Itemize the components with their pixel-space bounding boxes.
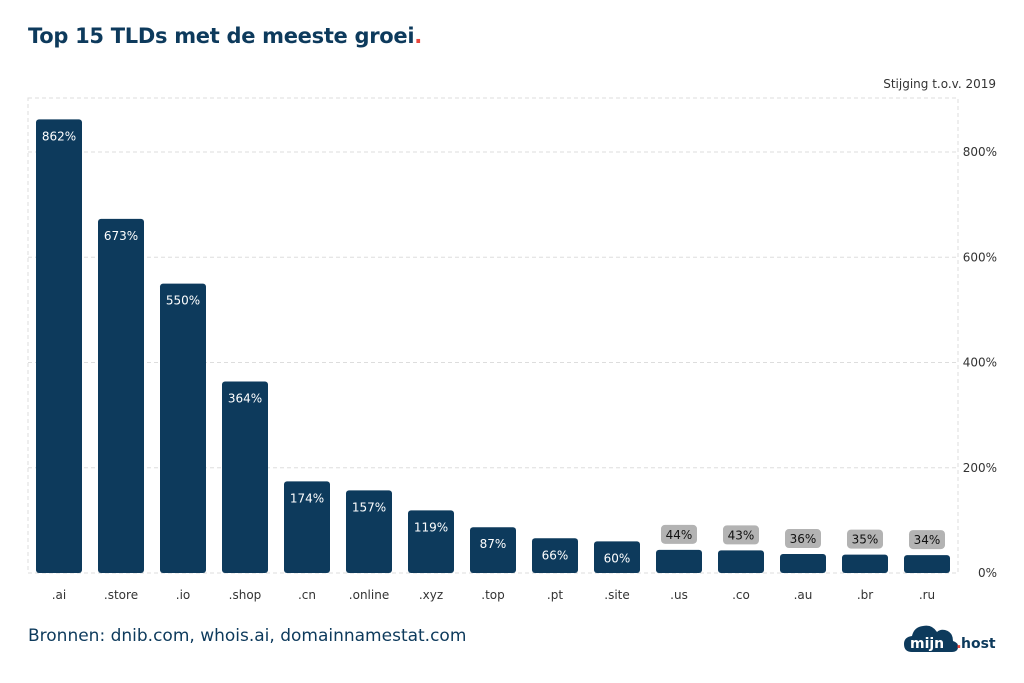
bar: [532, 538, 578, 573]
x-tick-labels: .ai .store .io .shop .cn .online .xyz .top .pt .s…: [52, 588, 935, 602]
title-accent-dot: .: [414, 24, 422, 48]
x-tick-label: .cn: [298, 588, 316, 602]
bar: [656, 549, 702, 573]
source-note: Bronnen: dnib.com, whois.ai, domainnames…: [28, 626, 467, 646]
x-tick-label: .store: [104, 588, 138, 602]
data-label: 364%: [228, 391, 262, 405]
x-tick-label: .br: [857, 588, 873, 602]
data-label: 157%: [352, 500, 386, 514]
x-tick-label: .online: [349, 588, 389, 602]
bar: [98, 218, 144, 574]
logo-dot: .: [956, 634, 962, 652]
logo-text-left: mijn: [910, 636, 944, 652]
chart-title: Top 15 TLDs met de meeste groei.: [28, 24, 422, 48]
unit-note: Stijging t.o.v. 2019: [883, 77, 996, 91]
bar: [346, 490, 392, 573]
data-label-badge: [909, 530, 945, 550]
bar: [36, 119, 82, 573]
bars: [36, 119, 950, 574]
logo-text-right: host: [961, 636, 996, 652]
data-label: 174%: [290, 491, 324, 505]
x-tick-label: .pt: [547, 588, 563, 602]
bar: [780, 554, 826, 573]
cloud-icon: [904, 625, 959, 652]
data-label: 34%: [914, 533, 941, 547]
x-tick-label: .shop: [229, 588, 262, 602]
data-label: 66%: [542, 548, 569, 562]
x-tick-label: .ai: [52, 588, 67, 602]
data-label: 35%: [852, 533, 879, 547]
x-tick-label: .xyz: [419, 588, 443, 602]
data-label: 119%: [414, 520, 448, 534]
y-tick-labels: 0% 200% 400% 600% 800%: [963, 145, 997, 580]
bar: [160, 283, 206, 573]
x-tick-label: .site: [604, 588, 630, 602]
bar: [594, 541, 640, 573]
x-tick-label: .us: [670, 588, 688, 602]
data-label-badge: [661, 524, 697, 544]
y-tick-label: 600%: [963, 250, 997, 264]
data-label-badge: [723, 525, 759, 545]
x-tick-label: .au: [794, 588, 813, 602]
y-tick-label: 0%: [978, 566, 997, 580]
data-label: 550%: [166, 294, 200, 308]
data-label: 36%: [790, 532, 817, 546]
x-tick-label: .top: [481, 588, 504, 602]
bar: [222, 381, 268, 573]
data-label: 87%: [480, 537, 507, 551]
bar: [842, 554, 888, 573]
chart-title-text: Top 15 TLDs met de meeste groei: [28, 24, 415, 48]
x-tick-label: .co: [732, 588, 750, 602]
x-tick-label: .io: [176, 588, 191, 602]
bar: [408, 510, 454, 573]
x-tick-label: .ru: [919, 588, 935, 602]
mijn-host-logo: mijn . host: [904, 625, 996, 652]
data-label-badge: [847, 529, 883, 549]
bar: [284, 481, 330, 573]
y-tick-label: 800%: [963, 145, 997, 159]
data-label: 43%: [728, 528, 755, 542]
data-label: 44%: [666, 528, 693, 542]
data-label: 60%: [604, 551, 631, 565]
bar: [470, 527, 516, 573]
data-labels: 862% 673% 550% 364% 174% 157% 119% 87% 66% 60% 44%…: [42, 129, 945, 565]
data-label-badge: [785, 529, 821, 549]
data-label: 673%: [104, 229, 138, 243]
y-tick-label: 200%: [963, 461, 997, 475]
y-tick-label: 400%: [963, 356, 997, 370]
data-label: 862%: [42, 129, 76, 143]
bar: [718, 550, 764, 573]
bar: [904, 555, 950, 573]
